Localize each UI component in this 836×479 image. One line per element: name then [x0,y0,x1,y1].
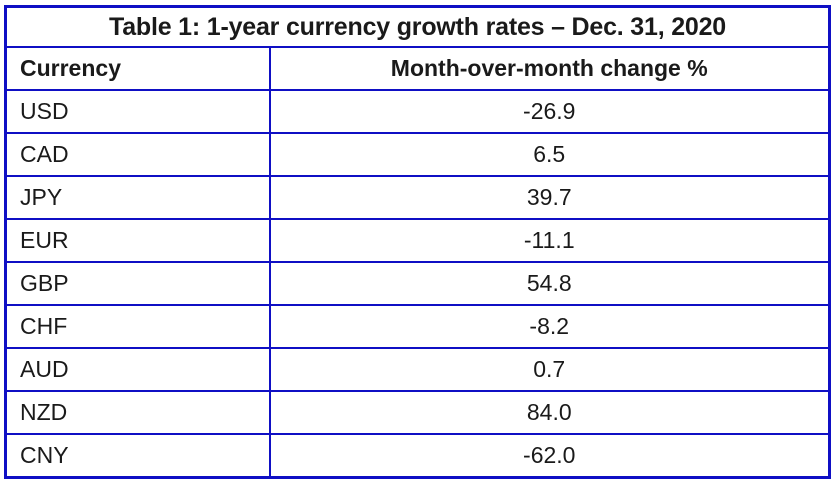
table-row: AUD 0.7 [4,347,831,392]
table-row: JPY 39.7 [4,175,831,220]
currency-code-cell: USD [4,89,271,134]
table-row: CAD 6.5 [4,132,831,177]
table-row: USD -26.9 [4,89,831,134]
change-value-cell: -11.1 [268,218,831,263]
currency-code-cell: CHF [4,304,271,349]
column-header-change: Month-over-month change % [268,46,831,91]
change-value-cell: 0.7 [268,347,831,392]
table-row: EUR -11.1 [4,218,831,263]
table-row: CNY -62.0 [4,433,831,479]
currency-code-cell: AUD [4,347,271,392]
table-row: GBP 54.8 [4,261,831,306]
currency-code-cell: CAD [4,132,271,177]
table-header-row: Currency Month-over-month change % [4,46,831,91]
table-title: Table 1: 1-year currency growth rates – … [4,5,831,48]
currency-code-cell: JPY [4,175,271,220]
change-value-cell: 39.7 [268,175,831,220]
currency-code-cell: CNY [4,433,271,479]
change-value-cell: 54.8 [268,261,831,306]
column-header-currency: Currency [4,46,271,91]
table-row: NZD 84.0 [4,390,831,435]
currency-growth-table: Table 1: 1-year currency growth rates – … [4,5,831,479]
currency-code-cell: NZD [4,390,271,435]
table-body: USD -26.9 CAD 6.5 JPY 39.7 EUR -11.1 GBP… [4,89,831,479]
currency-code-cell: GBP [4,261,271,306]
table-row: CHF -8.2 [4,304,831,349]
table-title-row: Table 1: 1-year currency growth rates – … [4,5,831,48]
change-value-cell: -8.2 [268,304,831,349]
change-value-cell: -62.0 [268,433,831,479]
currency-code-cell: EUR [4,218,271,263]
change-value-cell: -26.9 [268,89,831,134]
change-value-cell: 84.0 [268,390,831,435]
table-container: Table 1: 1-year currency growth rates – … [4,5,831,479]
change-value-cell: 6.5 [268,132,831,177]
